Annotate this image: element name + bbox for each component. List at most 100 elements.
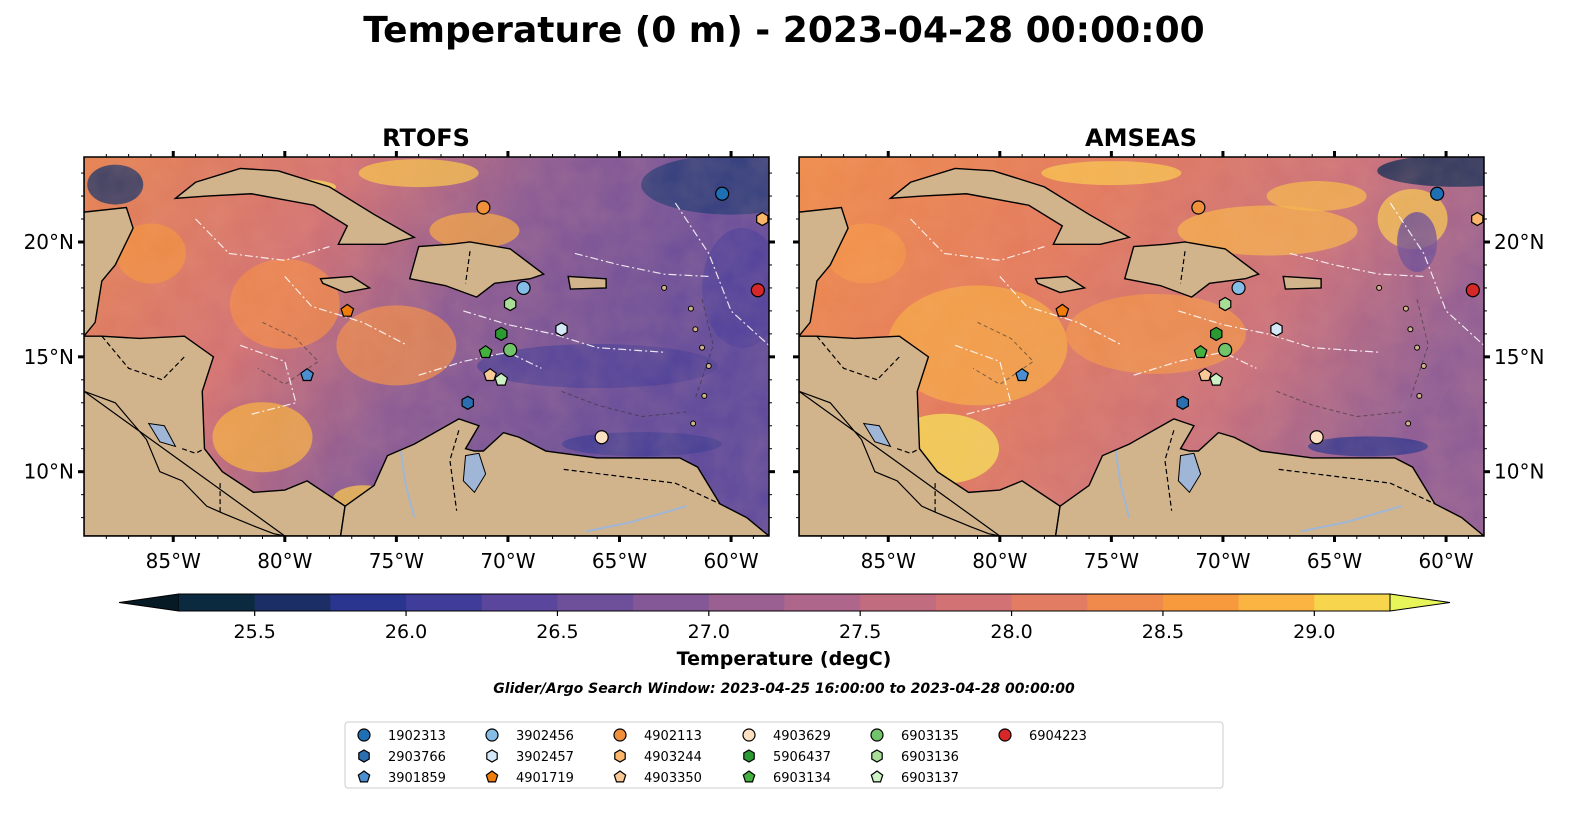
float-marker-3902456: [516, 280, 531, 296]
float-marker-6903136: [1218, 296, 1232, 312]
eez-boundary: [1178, 310, 1380, 353]
float-marker-3901859: [300, 367, 315, 382]
float-marker-6904223: [1465, 283, 1480, 298]
legend-label: 1902313: [388, 729, 446, 744]
lon-tick-label: 80°W: [257, 549, 312, 573]
float-marker-6903137: [494, 372, 509, 386]
legend-item: 4903350: [613, 770, 702, 786]
legend-marker-circle: [742, 728, 756, 742]
lat-tick-label: 20°N: [24, 230, 74, 254]
legend-marker-hexagon: [614, 749, 626, 763]
colorbar-swatch: [1011, 594, 1088, 611]
colorbar-swatch: [860, 594, 937, 611]
colorbar-swatch: [406, 594, 483, 611]
lake-nicaragua: [147, 422, 177, 448]
cuba: [173, 167, 417, 245]
legend-item: 6903136: [871, 749, 959, 765]
pacific-coastline: [84, 390, 286, 536]
colorbar-swatch: [784, 594, 861, 611]
float-marker-3902457: [1270, 322, 1283, 337]
lat-tick-label: 15°N: [24, 345, 74, 369]
float-marker-2903766: [1176, 395, 1190, 410]
colorbar-tick-label: 27.0: [688, 621, 730, 643]
float-marker-2903766: [461, 395, 474, 410]
country-border: [1278, 468, 1436, 505]
depth-contour: [1276, 390, 1402, 418]
country-border: [464, 251, 471, 284]
depth-contour: [972, 321, 1035, 385]
float-marker-6903134: [1193, 344, 1208, 359]
float-marker-4903629: [594, 430, 609, 445]
float-marker-6903134: [478, 344, 493, 359]
legend-label: 4901719: [516, 771, 574, 786]
float-marker-4903629: [1309, 430, 1324, 445]
colorbar-swatch: [1087, 594, 1164, 611]
panel-title-amseas: AMSEAS: [1085, 124, 1197, 152]
lesser-antilles-island: [699, 344, 706, 351]
legend-label: 6903136: [901, 750, 959, 765]
lake-maracaibo: [1177, 452, 1202, 494]
colorbar-swatch: [633, 594, 710, 611]
legend-marker-circle: [613, 728, 627, 742]
legend-item: 4902113: [613, 728, 702, 744]
legend-item: 4901719: [485, 770, 574, 786]
legend-label: 4902113: [644, 729, 702, 744]
legend-item: 3902457: [486, 749, 574, 765]
map-rtofs: [84, 157, 769, 536]
south-america: [1054, 418, 1484, 536]
lon-tick-label: 60°W: [703, 549, 758, 573]
yucatan-peninsula: [84, 157, 134, 338]
legend-item: 4903629: [742, 728, 831, 744]
float-marker-1902313: [715, 186, 730, 201]
colorbar-swatch: [1162, 594, 1240, 611]
lesser-antilles-island: [1376, 284, 1383, 291]
legend-item: 6903134: [742, 770, 831, 786]
colorbar-swatch: [330, 594, 407, 611]
legend-item: 1902313: [357, 728, 446, 744]
puerto-rico: [567, 275, 607, 290]
lon-tick-label: 60°W: [1418, 549, 1473, 573]
colorbar-swatch: [481, 594, 558, 611]
colorbar-extend-low: [118, 593, 180, 612]
legend-label: 3901859: [388, 771, 446, 786]
panel-amseas: AMSEAS 85°W 80°W 75°W 70°W 65°W 60°W 20°N 15°N 1…: [793, 124, 1544, 573]
float-marker-4903244: [1471, 211, 1484, 227]
colorbar-tick-label: 29.0: [1293, 621, 1335, 643]
depth-contour: [694, 299, 714, 399]
land-layer: [799, 157, 1484, 536]
eez-boundary: [574, 252, 709, 278]
lon-tick-label: 85°W: [146, 549, 201, 573]
legend-label: 2903766: [388, 750, 446, 765]
colorbar-tick-label: 28.0: [990, 621, 1032, 643]
lat-tick-label: 20°N: [1494, 230, 1544, 254]
search-window-caption: Glider/Argo Search Window: 2023-04-25 16…: [493, 681, 1075, 697]
pacific-coastline: [799, 390, 1001, 536]
lon-tick-label: 65°W: [592, 549, 647, 573]
colorbar-swatch: [935, 594, 1013, 611]
colorbar-tick-label: 28.5: [1142, 621, 1184, 643]
legend-label: 3902456: [516, 729, 574, 744]
legend-marker-circle: [870, 728, 884, 742]
colorbar-swatch: [1314, 594, 1391, 611]
jamaica: [1034, 275, 1087, 294]
lat-tick-label: 10°N: [1494, 460, 1544, 484]
lon-tick-label: 75°W: [369, 549, 424, 573]
colorbar-tick-label: 27.5: [839, 621, 881, 643]
legend-marker-hexagon: [358, 749, 370, 763]
depth-contour: [561, 390, 687, 418]
lesser-antilles-island: [687, 305, 694, 312]
lon-tick-label: 85°W: [861, 549, 916, 573]
colorbar-tick-label: 26.0: [385, 621, 427, 643]
country-border: [101, 335, 185, 381]
colorbar-label: Temperature (degC): [677, 648, 892, 670]
float-marker-4902113: [1191, 200, 1206, 215]
float-marker-4901719: [340, 303, 355, 317]
legend-item: 6903137: [870, 770, 959, 786]
float-marker-5906437: [495, 326, 508, 342]
map-frame: [798, 156, 1485, 537]
legend-label: 5906437: [773, 750, 831, 765]
country-border: [181, 448, 205, 454]
float-marker-6903137: [1209, 372, 1224, 386]
float-marker-6903135: [1218, 342, 1233, 358]
